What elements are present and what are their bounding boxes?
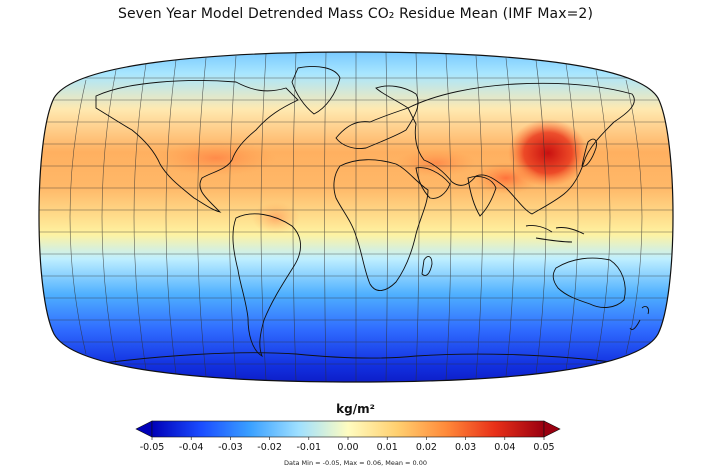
colorbar-tick-label: 0.01 (377, 442, 398, 453)
colorbar-tick-label: 0.04 (494, 442, 515, 453)
colorbar-gradient (151, 420, 545, 438)
data-stats: Data Min = -0.05, Max = 0.06, Mean = 0.0… (283, 459, 428, 467)
colorbar-tick-label: -0.04 (179, 442, 204, 453)
map-field (39, 52, 673, 382)
colorbar-tick-label: -0.03 (218, 442, 243, 453)
coastlines (95, 66, 649, 365)
colorbar-tick-label: -0.02 (257, 442, 282, 453)
colorbar-max-arrow (543, 420, 561, 438)
colorbar-tick-label: 0.02 (416, 442, 437, 453)
colorbar-tick-label: -0.01 (297, 442, 322, 453)
colorbar-min-arrow (135, 420, 153, 438)
map-title: Seven Year Model Detrended Mass CO₂ Resi… (117, 6, 594, 22)
colorbar-tick-label: 0.05 (533, 442, 554, 453)
globe-outline (38, 51, 674, 383)
colorbar-ticks: -0.05 -0.04 -0.03 -0.02 -0.01 0.00 0.01 0.02 0.0… (140, 437, 555, 453)
colorbar-tick-label: -0.05 (140, 442, 165, 453)
world-map (38, 51, 674, 383)
colorbar-tick-label: 0.03 (455, 442, 476, 453)
colorbar-unit-label: kg/m² (336, 402, 375, 416)
colorbar-tick-label: 0.00 (337, 442, 358, 453)
graticule (39, 52, 673, 382)
